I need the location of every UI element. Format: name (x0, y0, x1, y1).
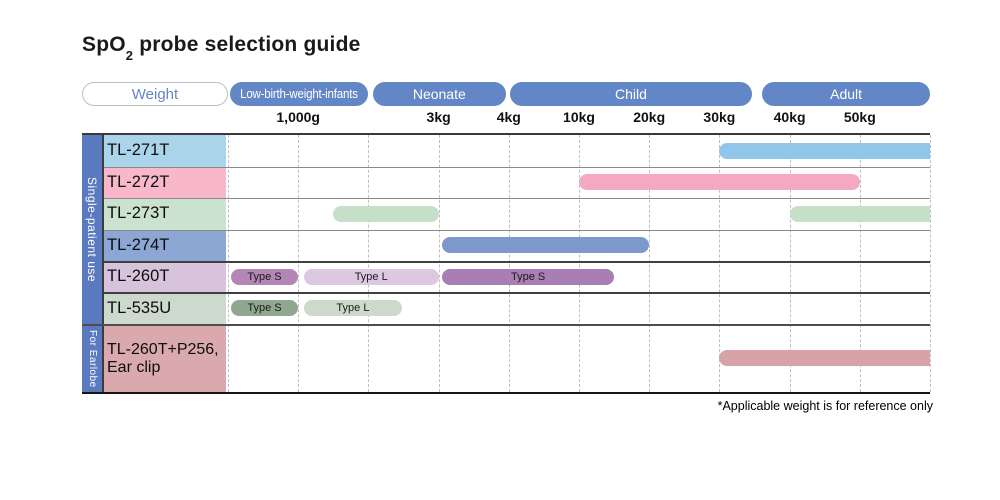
axis-tick-20kg: 20kg (633, 109, 666, 125)
probe-bar-tl-260t-type-s: Type S (230, 268, 299, 285)
title-rest: probe selection guide (133, 33, 361, 56)
row-label-tl-271t: TL-271T (104, 135, 226, 167)
category-pill-label: Child (614, 86, 647, 102)
title-subscript: 2 (125, 48, 134, 64)
gridline-u3 (438, 135, 440, 392)
row-label-tl-274t: TL-274T (104, 229, 226, 261)
probe-bar-tl-274t (442, 237, 650, 254)
axis-tick-50kg: 50kg (843, 109, 876, 125)
bar-type-label: Type S (247, 302, 282, 315)
row-separator-4 (104, 292, 930, 294)
probe-bar-tl-271t (719, 142, 930, 159)
row-label-tl-535u: TL-535U (104, 292, 226, 324)
weight-legend-label: Weight (131, 85, 179, 103)
footnote: *Applicable weight is for reference only (717, 399, 933, 413)
gridline-u8 (789, 135, 791, 392)
bar-type-label: Type L (336, 302, 370, 315)
section-sidebar-single-patient-use: Single-patient use (82, 135, 104, 324)
probe-bar-tl-535u-type-s: Type S (230, 300, 299, 317)
page-title: SpO2 probe selection guide (82, 33, 361, 63)
axis-tick-1-000g: 1,000g (276, 109, 320, 125)
gridline-u4 (508, 135, 510, 392)
gridline-u6 (649, 135, 651, 392)
row-label-tl-260t: TL-260T (104, 261, 226, 293)
axis-tick-10kg: 10kg (563, 109, 595, 125)
row-separator-3 (104, 260, 930, 263)
row-label-tl-273t: TL-273T (104, 198, 226, 230)
axis-tick-40kg: 40kg (773, 109, 806, 125)
gridline-u9 (859, 135, 861, 392)
section-sidebar-for-earlobe: For Earlobe (82, 326, 104, 392)
gridline-u0 (228, 135, 229, 392)
axis-tick-30kg: 30kg (703, 109, 736, 125)
category-pill-neonate: Neonate (372, 82, 506, 106)
category-pill-label: Low-birth-weight-infants (240, 87, 359, 101)
probe-bar-tl-260t-type-l: Type L (303, 268, 439, 285)
category-pill-adult: Adult (762, 82, 930, 106)
category-pill-label: Adult (830, 86, 863, 102)
bar-type-label: Type S (247, 270, 282, 283)
gridline-u2 (368, 135, 370, 392)
row-label-tl-260t-p256-ear-clip: TL-260T+P256, Ear clip (104, 326, 226, 392)
weight-legend-pill: Weight (82, 82, 228, 106)
title-main: SpO (82, 33, 126, 56)
gridline-u10 (930, 135, 931, 392)
category-pill-low-birth-weight-infants: Low-birth-weight-infants (230, 82, 369, 106)
gridline-u5 (579, 135, 580, 392)
probe-bar-tl-273t (789, 205, 930, 222)
category-pill-child: Child (510, 82, 752, 106)
axis-tick-4kg: 4kg (496, 109, 521, 125)
probe-bar-tl-260t-p256-ear-clip (719, 350, 930, 366)
category-pill-label: Neonate (412, 86, 466, 102)
bar-type-label: Type S (510, 270, 546, 283)
probe-range-chart: Single-patient use TL-271T TL-272T TL-273T T… (82, 133, 931, 394)
row-label-tl-272t: TL-272T (104, 166, 226, 198)
gridline-u1 (298, 135, 300, 392)
row-separator-2 (104, 229, 930, 231)
row-separator-5 (82, 323, 930, 326)
probe-bar-tl-535u-type-l: Type L (303, 300, 403, 317)
probe-bar-tl-272t (579, 174, 860, 191)
gridline-u7 (719, 135, 721, 392)
section-label-single-patient-use: Single-patient use (85, 176, 99, 283)
axis-tick-3kg: 3kg (426, 109, 451, 125)
row-separator-1 (104, 198, 930, 199)
probe-bar-tl-273t (333, 205, 439, 222)
row-separator-0 (104, 166, 930, 168)
section-label-for-earlobe: For Earlobe (87, 330, 98, 388)
probe-bar-tl-260t-type-s: Type S (442, 268, 615, 285)
bar-type-label: Type L (354, 270, 388, 283)
